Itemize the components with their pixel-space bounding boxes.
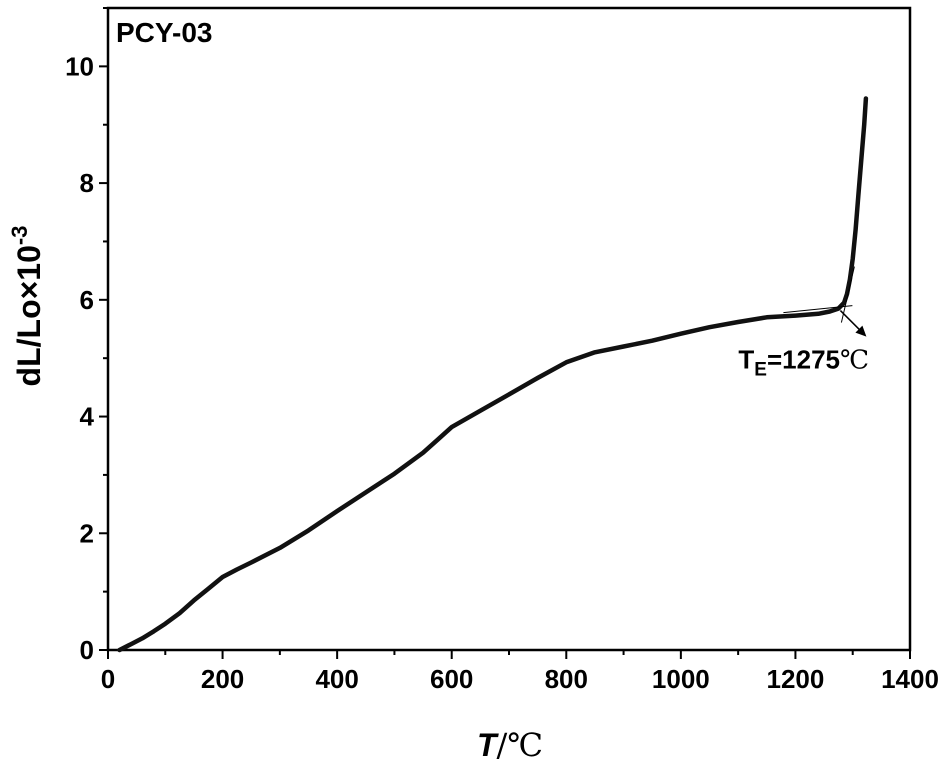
- annotation-arrow: [839, 310, 861, 332]
- y-tick-label: 6: [80, 285, 94, 315]
- x-tick-label: 0: [101, 664, 115, 694]
- y-tick-label: 8: [80, 168, 94, 198]
- x-axis-unit: /℃: [496, 726, 543, 762]
- data-series-line: [117, 96, 869, 653]
- y-axis-title: dL/Lo×10-3: [7, 226, 47, 387]
- y-tick-label: 0: [80, 635, 94, 665]
- y-axis-title-exponent: -3: [7, 226, 32, 246]
- y-tick-label: 2: [80, 518, 94, 548]
- x-tick-label: 200: [201, 664, 244, 694]
- y-tick-label: 4: [80, 402, 95, 432]
- anno-base: T: [738, 345, 754, 375]
- transition-temperature-label: TE=1275℃: [738, 345, 869, 381]
- y-tick-label: 10: [65, 51, 94, 81]
- anno-subscript: E: [754, 360, 767, 381]
- anno-value: =1275: [767, 345, 840, 375]
- annotation-arrowhead: [855, 325, 867, 337]
- anno-unit: ℃: [840, 346, 869, 376]
- y-axis-ticks: 0 2 4 6 8 10: [65, 7, 108, 665]
- x-tick-label: 600: [430, 664, 473, 694]
- x-tick-label: 400: [315, 664, 358, 694]
- panel-label: PCY-03: [116, 17, 213, 48]
- tangent-line-lower: [783, 305, 853, 314]
- series-group: [117, 96, 869, 653]
- x-tick-label: 1400: [881, 664, 939, 694]
- x-axis-title: T/℃: [477, 726, 543, 762]
- transition-annotation: TE=1275℃: [738, 266, 869, 381]
- x-tick-label: 1000: [652, 664, 710, 694]
- x-axis-variable: T: [477, 727, 499, 762]
- plot-frame: [106, 6, 912, 652]
- x-axis-ticks: 0 200 400 600 800 1000 1200 1400: [101, 650, 939, 694]
- y-axis-title-base: dL/Lo×10: [11, 245, 47, 386]
- x-tick-label: 1200: [767, 664, 825, 694]
- x-tick-label: 800: [545, 664, 588, 694]
